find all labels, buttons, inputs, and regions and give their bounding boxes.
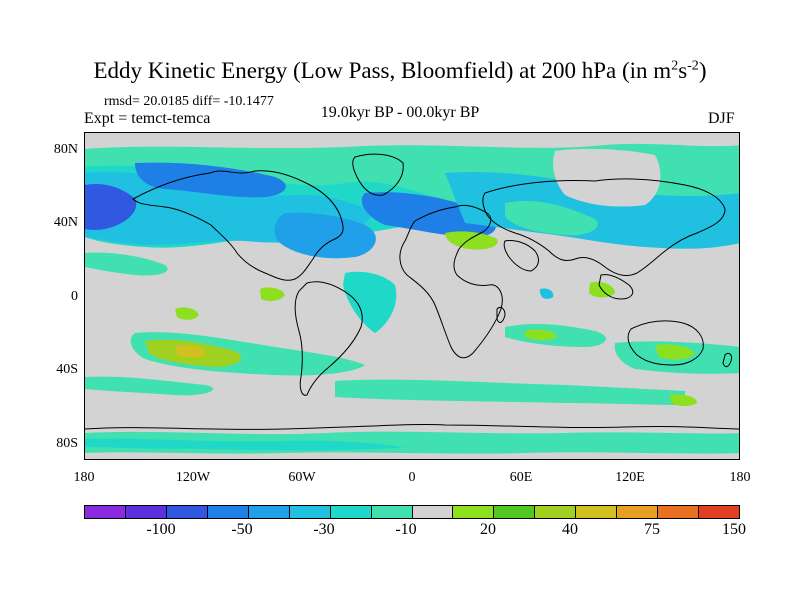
colorbar-box [289,506,331,518]
colorbar-box [617,506,659,518]
colorbar-label: 40 [562,521,578,538]
coast-greenland [352,153,404,196]
map-title: Eddy Kinetic Energy (Low Pass, Bloomfiel… [93,58,707,83]
colorbar-box [371,506,413,518]
eke-americas-blue [274,212,376,259]
eke-south-pacific-green2 [175,307,199,320]
eke-pacific-north-deep [85,183,137,230]
colorbar [84,505,740,519]
colorbar-box [330,506,372,518]
colorbar-box [453,506,495,518]
coastlines [85,153,739,430]
rmsd-diff-stats: rmsd= 20.0185 diff= -10.1477 [104,94,274,109]
colorbar-label: 75 [644,521,660,538]
colorbar-box [412,506,454,518]
colorbar-box [207,506,249,518]
lon-label-120e: 120E [615,470,645,485]
world-map [84,132,740,460]
colorbar-box [85,506,126,518]
eke-australia-green [655,344,695,360]
coast-se-asia [598,274,634,300]
eke-north-africa-green [445,231,498,250]
lon-label-60e: 60E [509,470,533,485]
colorbar-box [125,506,167,518]
colorbar-box [166,506,208,518]
colorbar-box [658,506,700,518]
coast-new-zealand [722,352,732,368]
eke-siberia-grey [553,148,661,207]
eke-indian-green [525,329,557,340]
colorbar-box [699,506,739,518]
coast-arabia-india [503,240,539,272]
colorbar-label: 150 [722,521,746,538]
lat-label-0: 0 [71,289,78,304]
colorbar-box [248,506,290,518]
experiment-label: Expt = temct-temca [84,110,211,127]
eke-south-pacific-yellow [175,345,207,358]
eke-eurasia-band [445,171,739,249]
eke-antarctic-core [85,438,405,451]
coast-europe-africa [399,204,503,359]
eke-eq-blue [539,288,554,299]
coast-antarctica [85,423,739,430]
eke-eq-green1 [260,287,285,302]
eke-south-band2 [85,376,214,396]
coast-south-america [294,281,363,396]
lat-label-80n: 80N [53,142,78,157]
colorbar-label: -100 [146,521,176,538]
colorbar-label: -10 [395,521,417,538]
coast-madagascar [496,306,506,323]
season-label: DJF [708,110,735,127]
colorbar-label: -50 [231,521,253,538]
lon-label-0: 0 [408,470,416,485]
eke-tropics-lightblue [343,271,397,333]
lat-label-80s: 80S [56,436,78,451]
colorbar-box [535,506,577,518]
lon-label-180w: 180 [73,470,95,485]
colorbar-label: 20 [480,521,496,538]
colorbar-box [494,506,536,518]
eke-asia-light [505,200,598,236]
eke-tropics-pacific [85,252,168,276]
coast-asia [482,178,726,276]
lon-label-120w: 120W [175,470,211,485]
eke-southern-green [670,394,697,406]
coast-australia [627,320,704,366]
lon-label-180e: 180 [729,470,751,485]
map-field [85,133,739,459]
lat-label-40n: 40N [53,215,78,230]
eke-pacific-north-blue [135,162,286,198]
period-label: 19.0kyr BP - 00.0kyr BP [320,104,480,121]
eke-south-band [335,379,685,405]
lon-label-60w: 60W [288,470,316,485]
colorbar-label: -30 [313,521,335,538]
coast-north-america [132,170,344,281]
lat-label-40s: 40S [56,362,78,377]
colorbar-box [576,506,618,518]
